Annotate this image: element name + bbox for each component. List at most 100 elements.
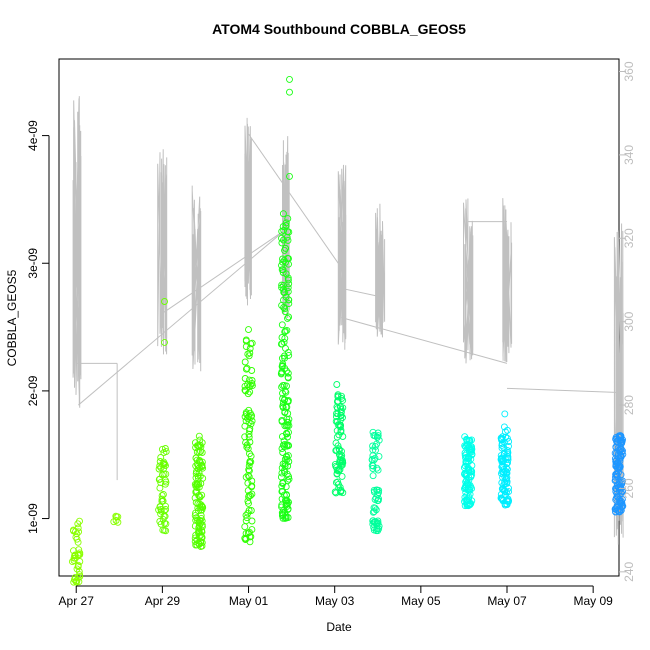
data-point	[246, 409, 254, 417]
data-point	[339, 396, 347, 404]
data-point	[197, 531, 205, 539]
altitude-connector-4	[248, 133, 342, 268]
data-point	[281, 443, 288, 451]
data-point	[162, 527, 170, 535]
data-point	[278, 363, 286, 371]
data-point	[245, 499, 252, 507]
data-point	[241, 375, 249, 382]
data-point	[244, 381, 252, 388]
altitude-burst-3	[244, 117, 252, 306]
data-point	[193, 480, 201, 488]
data-point	[337, 428, 345, 436]
data-point	[161, 445, 169, 452]
data-point	[499, 458, 507, 466]
data-point	[370, 508, 378, 516]
data-point	[461, 451, 469, 459]
data-point	[467, 472, 475, 480]
data-point	[244, 350, 252, 358]
data-point	[500, 443, 508, 451]
data-point	[247, 420, 255, 428]
data-point	[374, 496, 382, 504]
data-point	[619, 436, 626, 444]
data-point	[333, 433, 341, 441]
y-left-tick-label: 1e-09	[26, 503, 40, 534]
data-point	[498, 463, 506, 471]
data-point	[248, 517, 256, 525]
data-point	[331, 488, 339, 496]
data-point	[498, 456, 506, 464]
data-point	[338, 461, 346, 469]
data-point	[278, 266, 286, 274]
data-point	[155, 465, 163, 473]
data-point	[162, 520, 170, 528]
data-point	[280, 285, 288, 293]
data-point	[284, 215, 292, 223]
data-point	[333, 470, 341, 477]
data-point	[282, 344, 289, 352]
data-point	[618, 448, 626, 456]
data-point	[283, 429, 291, 437]
data-point	[195, 533, 203, 540]
data-point	[334, 421, 342, 429]
data-point	[243, 441, 251, 449]
data-point	[612, 462, 620, 470]
altitude-burst-5	[337, 164, 347, 350]
data-point	[283, 415, 291, 423]
y-right-tick-label: 320	[622, 228, 636, 248]
data-point	[281, 440, 289, 448]
data-point	[279, 441, 287, 449]
data-point	[368, 456, 376, 463]
data-point	[192, 462, 200, 470]
points-layer	[68, 75, 627, 586]
data-point	[246, 388, 254, 396]
data-point	[193, 484, 201, 491]
data-point	[616, 463, 624, 471]
x-tick-label: May 01	[229, 594, 269, 608]
x-tick-label: May 03	[315, 594, 355, 608]
y-right-tick-label: 340	[622, 145, 636, 165]
altitude-connector-6	[341, 317, 508, 364]
data-point	[374, 466, 382, 474]
data-point	[246, 427, 253, 435]
data-point	[246, 459, 254, 467]
data-point	[195, 517, 203, 525]
data-point	[70, 557, 78, 564]
data-point	[161, 298, 168, 305]
data-point	[241, 386, 249, 394]
data-point	[242, 511, 250, 519]
data-point	[248, 526, 256, 534]
data-point	[501, 410, 509, 418]
altitude-burst-2	[191, 185, 202, 372]
data-point	[463, 477, 470, 485]
data-point	[245, 383, 253, 391]
data-point	[504, 449, 512, 457]
data-point	[463, 470, 471, 478]
data-point	[375, 436, 383, 444]
data-point	[499, 486, 507, 494]
data-point	[332, 489, 340, 497]
data-point	[612, 476, 620, 484]
data-point	[279, 389, 286, 397]
x-tick-label: Apr 27	[59, 594, 95, 608]
data-point	[281, 334, 289, 342]
data-point	[284, 369, 292, 377]
data-point	[242, 387, 250, 395]
data-point	[281, 468, 289, 476]
data-point	[244, 529, 252, 537]
data-point	[243, 364, 251, 372]
data-point	[194, 472, 202, 480]
data-point	[617, 471, 625, 479]
x-axis-label: Date	[326, 620, 352, 634]
data-point	[283, 233, 291, 241]
data-point	[369, 452, 377, 460]
data-point	[195, 525, 203, 533]
data-point	[241, 523, 249, 531]
data-point	[241, 422, 249, 430]
data-point	[245, 466, 253, 474]
altitude-burst-1	[157, 149, 168, 355]
data-point	[283, 382, 290, 390]
data-point	[369, 428, 377, 436]
data-point	[616, 455, 624, 463]
